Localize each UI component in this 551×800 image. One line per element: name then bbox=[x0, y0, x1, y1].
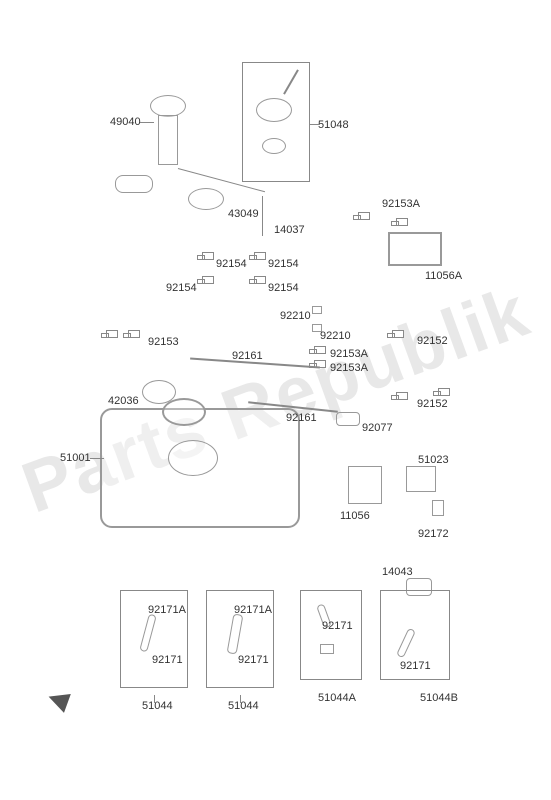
leader bbox=[140, 122, 154, 123]
leader bbox=[154, 695, 155, 703]
label-51044b: 51044B bbox=[420, 692, 458, 704]
part-11056 bbox=[348, 466, 382, 504]
label-92171: 92171 bbox=[400, 660, 431, 672]
part-92172 bbox=[432, 500, 444, 516]
bolt-92153a bbox=[396, 218, 408, 226]
label-92171: 92171 bbox=[322, 620, 353, 632]
label-43049: 43049 bbox=[228, 208, 259, 220]
label-92161: 92161 bbox=[286, 412, 317, 424]
leader bbox=[240, 695, 241, 703]
bolt-92154 bbox=[202, 276, 214, 284]
part-43049 bbox=[188, 188, 224, 210]
box-51044a bbox=[300, 590, 362, 680]
bolt-92153 bbox=[128, 330, 140, 338]
label-51044: 51044 bbox=[228, 700, 259, 712]
part-49040 bbox=[150, 95, 186, 117]
label-11056a: 11056A bbox=[425, 270, 462, 282]
label-92210: 92210 bbox=[280, 310, 311, 322]
label-92153a: 92153A bbox=[382, 198, 420, 210]
part-float bbox=[115, 175, 153, 193]
part-92210 bbox=[312, 306, 322, 314]
label-92171: 92171 bbox=[238, 654, 269, 666]
label-92161: 92161 bbox=[232, 350, 263, 362]
bolt-92152 bbox=[396, 392, 408, 400]
bolt-92154 bbox=[254, 276, 266, 284]
label-92171a: 92171A bbox=[234, 604, 272, 616]
label-51044a: 51044A bbox=[318, 692, 356, 704]
label-92171: 92171 bbox=[152, 654, 183, 666]
leader bbox=[90, 458, 104, 459]
part-51023 bbox=[406, 466, 436, 492]
bolt-92153a bbox=[358, 212, 370, 220]
label-14043: 14043 bbox=[382, 566, 413, 578]
label-92152: 92152 bbox=[417, 398, 448, 410]
parts-diagram: 49040 51048 43049 14037 92153A 92154 921… bbox=[0, 0, 551, 800]
label-51001: 51001 bbox=[60, 452, 91, 464]
part-51001-neck bbox=[162, 398, 206, 426]
label-51048: 51048 bbox=[318, 119, 349, 131]
label-51044: 51044 bbox=[142, 700, 173, 712]
label-92153: 92153 bbox=[148, 336, 179, 348]
label-92077: 92077 bbox=[362, 422, 393, 434]
label-14037: 14037 bbox=[274, 224, 305, 236]
label-11056: 11056 bbox=[340, 510, 370, 522]
part-49040-body bbox=[158, 115, 178, 165]
label-92154: 92154 bbox=[166, 282, 197, 294]
bolt-92153a bbox=[314, 346, 326, 354]
label-92153a: 92153A bbox=[330, 362, 368, 374]
label-92172: 92172 bbox=[418, 528, 449, 540]
bolt-92154 bbox=[202, 252, 214, 260]
label-92171a: 92171A bbox=[148, 604, 186, 616]
label-92154: 92154 bbox=[216, 258, 247, 270]
leader bbox=[310, 124, 320, 125]
label-42036: 42036 bbox=[108, 395, 139, 407]
part-11056a bbox=[388, 232, 442, 266]
label-92154: 92154 bbox=[268, 282, 299, 294]
part-14037 bbox=[262, 196, 263, 236]
part-51001-ring bbox=[168, 440, 218, 476]
label-92153a: 92153A bbox=[330, 348, 368, 360]
label-49040: 49040 bbox=[110, 116, 141, 128]
part-92077 bbox=[336, 412, 360, 426]
direction-arrow bbox=[45, 687, 71, 713]
label-92154: 92154 bbox=[268, 258, 299, 270]
bolt-92153 bbox=[106, 330, 118, 338]
label-51023: 51023 bbox=[418, 454, 449, 466]
bolt-92154 bbox=[254, 252, 266, 260]
bolt-92152 bbox=[392, 330, 404, 338]
box-51048 bbox=[242, 62, 310, 182]
bolt-92152 bbox=[438, 388, 450, 396]
label-92210: 92210 bbox=[320, 330, 351, 342]
label-92152: 92152 bbox=[417, 335, 448, 347]
